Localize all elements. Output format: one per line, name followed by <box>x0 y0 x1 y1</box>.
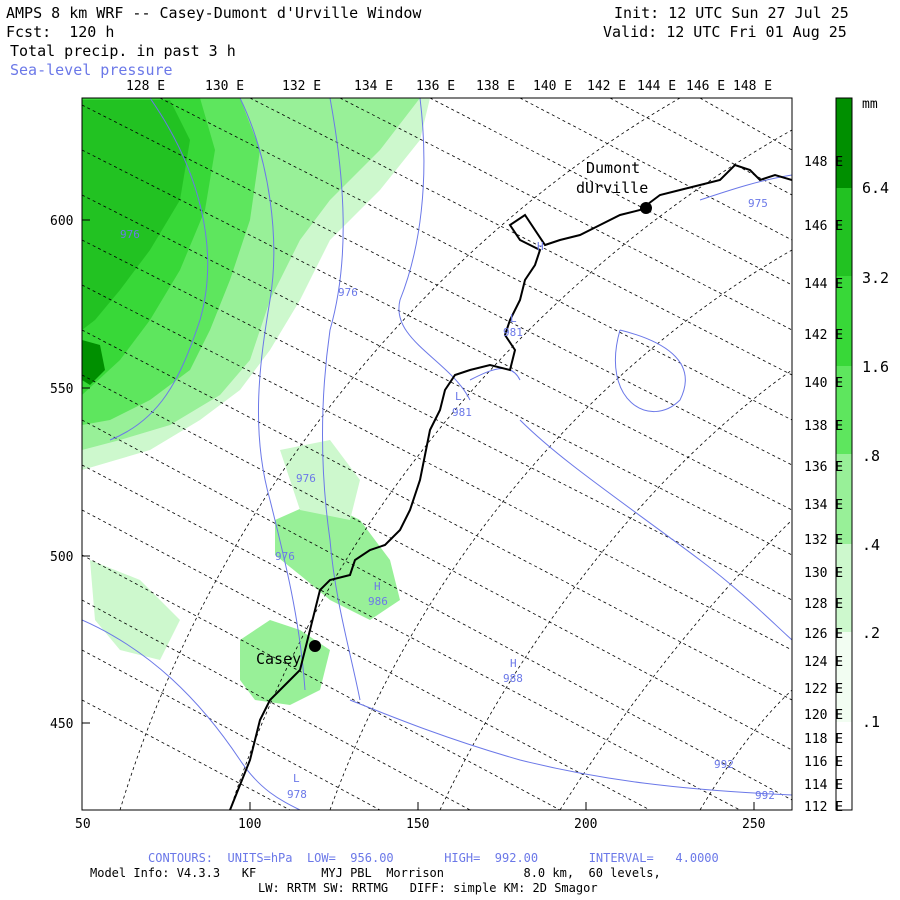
pressure-mark: L <box>455 390 462 403</box>
right-lon-label: 118 E <box>804 732 843 747</box>
pressure-mark: L <box>293 772 300 785</box>
right-lon-label: 138 E <box>804 419 843 434</box>
dumont-durville-marker <box>640 202 652 214</box>
contours-info: CONTOURS: UNITS=hPa LOW= 956.00 HIGH= 99… <box>148 851 719 865</box>
isobar-label: 981 <box>503 326 523 339</box>
top-lon-label: 140 E <box>533 79 572 94</box>
legend-swatch <box>836 276 852 366</box>
x-tick-label: 50 <box>75 817 91 832</box>
y-tick-label: 450 <box>50 717 73 732</box>
legend-level: .1 <box>862 713 880 731</box>
legend-swatch <box>836 188 852 276</box>
top-lon-label: 146 E <box>686 79 725 94</box>
left-axis-ticks <box>82 219 90 724</box>
model-info: Model Info: V4.3.3 KF MYJ PBL Morrison 8… <box>90 866 661 880</box>
top-lon-label: 134 E <box>354 79 393 94</box>
isobar-label: 976 <box>296 472 316 485</box>
y-tick-label: 500 <box>50 550 73 565</box>
place-label-durville: dUrville <box>576 179 648 197</box>
right-lon-label: 112 E <box>804 800 843 815</box>
right-lon-label: 116 E <box>804 755 843 770</box>
top-lon-label: 148 E <box>733 79 772 94</box>
title: AMPS 8 km WRF -- Casey-Dumont d'Urville … <box>6 4 422 22</box>
right-lon-label: 134 E <box>804 498 843 513</box>
overlay-name: Sea-level pressure <box>10 61 173 79</box>
place-label-dumont: Dumont <box>586 159 640 177</box>
isobar-label: 988 <box>503 672 523 685</box>
precip-peak <box>82 340 105 385</box>
top-lon-label: 142 E <box>587 79 626 94</box>
init-time: Init: 12 UTC Sun 27 Jul 25 <box>614 4 849 22</box>
right-lon-label: 128 E <box>804 597 843 612</box>
right-lon-label: 136 E <box>804 460 843 475</box>
precip-patch-light2 <box>280 440 360 520</box>
x-tick-label: 200 <box>574 817 597 832</box>
legend-level: 3.2 <box>862 269 889 287</box>
x-tick-label: 150 <box>406 817 429 832</box>
legend-level: 6.4 <box>862 179 889 197</box>
top-lon-label: 144 E <box>637 79 676 94</box>
graticule <box>82 98 792 810</box>
bottom-axis-ticks <box>81 802 755 810</box>
y-tick-label: 550 <box>50 382 73 397</box>
place-label-casey: Casey <box>256 650 301 668</box>
casey-marker <box>309 640 321 652</box>
isobar-label: 976 <box>120 228 140 241</box>
physics-info: LW: RRTM SW: RRTMG DIFF: simple KM: 2D S… <box>258 881 598 895</box>
pressure-mark: L <box>510 312 517 325</box>
right-lon-label: 114 E <box>804 778 843 793</box>
legend-unit: mm <box>862 97 878 112</box>
right-lon-label: 126 E <box>804 627 843 642</box>
legend-swatch <box>836 454 852 544</box>
field-name: Total precip. in past 3 h <box>10 42 236 60</box>
precip-patch-mid <box>275 500 400 620</box>
y-tick-label: 600 <box>50 214 73 229</box>
isobar-label: 992 <box>714 758 734 771</box>
isobar-label: 978 <box>287 788 307 801</box>
x-tick-label: 250 <box>742 817 765 832</box>
top-lon-label: 136 E <box>416 79 455 94</box>
legend-swatch <box>836 366 852 454</box>
legend-level: 1.6 <box>862 358 889 376</box>
coastline <box>229 163 792 810</box>
right-lon-label: 122 E <box>804 682 843 697</box>
right-lon-label: 144 E <box>804 277 843 292</box>
top-lon-label: 132 E <box>282 79 321 94</box>
x-tick-label: 100 <box>238 817 261 832</box>
legend-swatch <box>836 632 852 722</box>
precip-core <box>82 100 190 330</box>
legend-swatch <box>836 98 852 188</box>
isobar-label: 992 <box>755 789 775 802</box>
legend-swatch <box>836 722 852 810</box>
right-lon-label: 142 E <box>804 328 843 343</box>
top-lon-label: 130 E <box>205 79 244 94</box>
map-border <box>81 97 793 811</box>
right-lon-label: 120 E <box>804 708 843 723</box>
isobar-label: 975 <box>748 197 768 210</box>
legend-swatch <box>836 544 852 632</box>
top-lon-label: 128 E <box>126 79 165 94</box>
isobar-label: 976 <box>338 286 358 299</box>
isobar-label: 976 <box>275 550 295 563</box>
right-lon-label: 132 E <box>804 533 843 548</box>
isobar-label: 986 <box>368 595 388 608</box>
legend-level: .4 <box>862 536 880 554</box>
legend-colorbar <box>835 97 853 811</box>
pressure-mark: H <box>510 657 517 670</box>
legend-level: .2 <box>862 624 880 642</box>
right-lon-label: 124 E <box>804 655 843 670</box>
forecast-hour: Fcst: 120 h <box>6 23 115 41</box>
legend-level: .8 <box>862 447 880 465</box>
pressure-mark: H <box>374 580 381 593</box>
top-lon-label: 138 E <box>476 79 515 94</box>
right-lon-label: 130 E <box>804 566 843 581</box>
isobar-label: 981 <box>452 406 472 419</box>
right-lon-label: 140 E <box>804 376 843 391</box>
right-lon-label: 148 E <box>804 155 843 170</box>
pressure-mark: H <box>537 240 544 253</box>
valid-time: Valid: 12 UTC Fri 01 Aug 25 <box>603 23 847 41</box>
right-lon-label: 146 E <box>804 219 843 234</box>
